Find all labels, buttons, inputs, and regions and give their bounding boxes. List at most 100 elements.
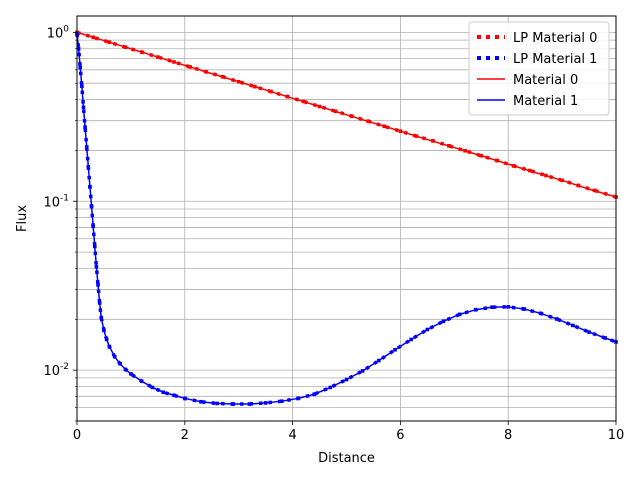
data-point-lp-material-1 bbox=[161, 390, 166, 395]
series-line-material-0 bbox=[76, 31, 617, 198]
x-tick-label: 10 bbox=[608, 428, 625, 443]
data-point-lp-material-1 bbox=[474, 307, 478, 312]
data-point-lp-material-0 bbox=[139, 50, 144, 54]
data-point-lp-material-1 bbox=[441, 319, 446, 323]
data-point-lp-material-0 bbox=[366, 119, 370, 123]
data-point-lp-material-0 bbox=[463, 148, 467, 153]
data-point-lp-material-1 bbox=[91, 224, 95, 229]
y-tick-label: 100 bbox=[47, 24, 70, 41]
data-point-lp-material-1 bbox=[587, 330, 591, 334]
y-tick-label: 10-2 bbox=[43, 362, 69, 379]
data-point-lp-material-1 bbox=[215, 401, 219, 406]
legend-label: LP Material 1 bbox=[513, 52, 597, 67]
legend-label: LP Material 0 bbox=[513, 31, 597, 46]
data-point-lp-material-0 bbox=[107, 40, 112, 45]
x-tick-label: 4 bbox=[288, 428, 296, 443]
data-point-lp-material-0 bbox=[236, 79, 241, 84]
data-point-lp-material-0 bbox=[447, 144, 451, 148]
legend: LP Material 0 LP Material 1 Material 0 Mate… bbox=[468, 21, 610, 116]
data-point-lp-material-1 bbox=[80, 84, 84, 89]
data-point-lp-material-0 bbox=[269, 89, 273, 94]
data-point-lp-material-1 bbox=[97, 301, 102, 305]
data-point-lp-material-1 bbox=[457, 312, 462, 317]
x-axis-label: Distance bbox=[318, 451, 375, 466]
data-point-lp-material-1 bbox=[377, 358, 381, 363]
data-point-lp-material-0 bbox=[172, 60, 176, 64]
data-point-lp-material-0 bbox=[430, 139, 435, 143]
data-point-lp-material-1 bbox=[83, 125, 87, 129]
data-point-lp-material-1 bbox=[506, 305, 510, 309]
data-point-lp-material-1 bbox=[393, 347, 397, 352]
data-point-lp-material-0 bbox=[544, 173, 548, 178]
data-point-lp-material-0 bbox=[495, 158, 500, 163]
data-point-lp-material-1 bbox=[94, 264, 99, 269]
data-point-lp-material-1 bbox=[538, 311, 543, 316]
data-point-lp-material-1 bbox=[344, 377, 349, 382]
data-point-lp-material-0 bbox=[527, 168, 532, 173]
y-axis-label: Flux bbox=[15, 205, 30, 232]
x-tick-label: 6 bbox=[396, 428, 404, 443]
data-point-lp-material-0 bbox=[398, 129, 403, 133]
data-point-lp-material-1 bbox=[360, 369, 365, 373]
data-point-lp-material-0 bbox=[576, 183, 581, 188]
data-point-lp-material-0 bbox=[285, 94, 290, 99]
y-tick-label: 10-1 bbox=[43, 193, 69, 210]
data-point-lp-material-0 bbox=[317, 104, 322, 109]
data-point-lp-material-0 bbox=[414, 134, 419, 138]
data-point-lp-material-1 bbox=[139, 379, 144, 384]
data-point-lp-material-1 bbox=[247, 402, 252, 406]
data-point-lp-material-0 bbox=[350, 114, 354, 118]
data-point-lp-material-1 bbox=[129, 372, 133, 376]
axis-ticks: 0 2 4 6 8 10 10-2 10-1 100 bbox=[43, 24, 624, 443]
data-point-lp-material-1 bbox=[96, 283, 100, 287]
data-point-lp-material-1 bbox=[522, 307, 527, 311]
data-point-lp-material-1 bbox=[603, 336, 608, 340]
data-point-lp-material-1 bbox=[92, 244, 97, 249]
data-point-lp-material-1 bbox=[76, 46, 81, 51]
data-point-lp-material-1 bbox=[199, 399, 203, 404]
data-point-lp-material-1 bbox=[81, 105, 86, 110]
data-point-lp-material-1 bbox=[123, 367, 128, 372]
data-point-lp-material-1 bbox=[296, 396, 300, 401]
x-tick-label: 2 bbox=[181, 428, 189, 443]
data-point-lp-material-1 bbox=[99, 315, 104, 320]
legend-label: Material 1 bbox=[513, 94, 578, 109]
data-point-lp-material-1 bbox=[78, 65, 83, 70]
data-point-lp-material-0 bbox=[156, 55, 160, 59]
series-line-lp-material-0 bbox=[76, 30, 617, 199]
data-point-lp-material-0 bbox=[91, 35, 95, 40]
plot-frame bbox=[76, 15, 617, 422]
series-layer bbox=[75, 30, 618, 406]
data-point-lp-material-1 bbox=[280, 399, 284, 403]
data-point-lp-material-1 bbox=[150, 385, 155, 390]
data-point-lp-material-1 bbox=[554, 317, 559, 321]
legend-box bbox=[468, 21, 610, 116]
data-point-lp-material-0 bbox=[188, 65, 192, 69]
data-point-lp-material-1 bbox=[231, 402, 236, 406]
data-point-lp-material-0 bbox=[560, 178, 564, 183]
data-point-lp-material-1 bbox=[263, 401, 268, 405]
data-point-lp-material-1 bbox=[107, 344, 112, 349]
data-point-lp-material-1 bbox=[104, 337, 109, 342]
data-point-lp-material-0 bbox=[253, 84, 257, 89]
data-point-lp-material-1 bbox=[409, 337, 413, 342]
data-point-lp-material-1 bbox=[102, 328, 106, 333]
legend-label: Material 0 bbox=[513, 73, 578, 88]
data-point-lp-material-1 bbox=[84, 145, 89, 149]
data-point-lp-material-1 bbox=[118, 362, 122, 366]
data-point-lp-material-1 bbox=[571, 323, 575, 328]
data-point-lp-material-0 bbox=[333, 109, 338, 114]
data-point-lp-material-0 bbox=[592, 188, 597, 193]
x-tick-label: 0 bbox=[73, 428, 81, 443]
data-point-lp-material-1 bbox=[89, 204, 94, 209]
data-point-lp-material-1 bbox=[172, 393, 176, 398]
data-point-lp-material-1 bbox=[183, 396, 187, 401]
data-point-lp-material-1 bbox=[328, 385, 333, 390]
data-point-lp-material-0 bbox=[220, 74, 225, 79]
data-point-lp-material-0 bbox=[301, 99, 306, 104]
x-tick-label: 8 bbox=[504, 428, 512, 443]
data-point-lp-material-1 bbox=[312, 392, 316, 397]
data-point-lp-material-0 bbox=[382, 124, 387, 129]
data-point-lp-material-1 bbox=[112, 354, 117, 359]
data-point-lp-material-1 bbox=[86, 164, 91, 169]
